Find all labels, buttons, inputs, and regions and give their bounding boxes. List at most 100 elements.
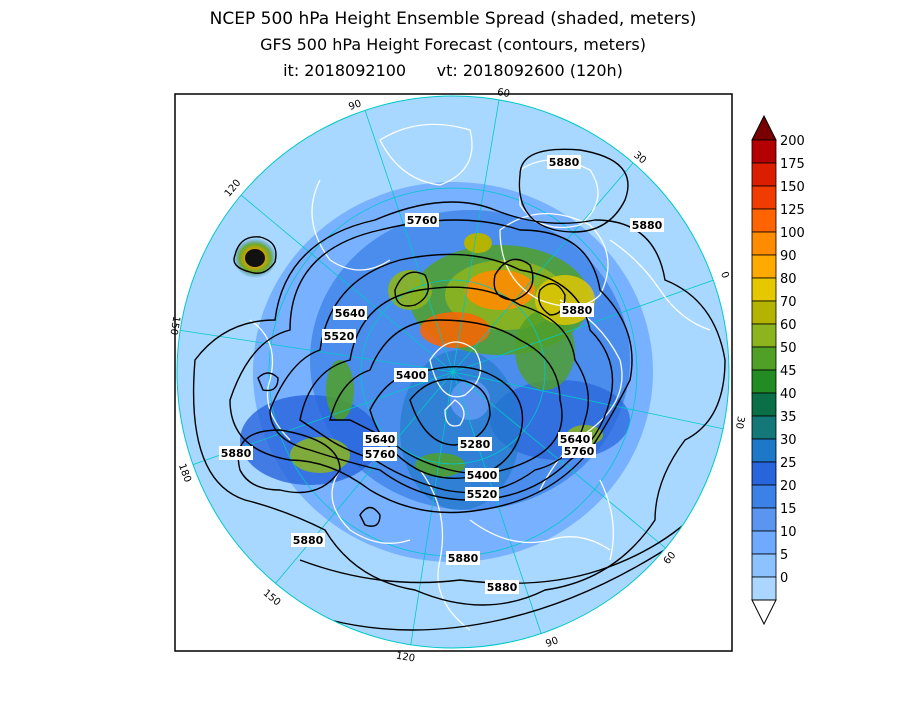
graticule [177,96,729,648]
contour-label: 5880 [485,580,519,594]
contour-label: 5880 [219,446,253,460]
colorbar-box [751,185,777,210]
colorbar-top-arrow [751,114,777,141]
colorbar-label: 200 [780,134,805,149]
contour-label: 5880 [291,533,325,547]
lon-label: 90 [347,98,363,113]
height-contours [192,148,726,631]
colorbar-boxes [751,139,777,601]
colorbar-box [751,323,777,348]
colorbar-label: 0 [780,571,788,586]
colorbar-label: 30 [780,433,797,448]
contour-label: 5640 [363,432,397,446]
title-line-3: it: 2018092100 vt: 2018092600 (120h) [0,58,908,84]
lon-label: 30 [733,415,746,429]
lon-label: 120 [395,650,416,664]
svg-text:5640: 5640 [335,307,366,320]
contour-label: 5280 [458,437,492,451]
initial-time: it: 2018092100 [283,61,407,80]
colorbar-box [751,346,777,371]
svg-text:5760: 5760 [365,448,396,461]
contour-label: 5400 [465,468,499,482]
contour-label: 5880 [547,155,581,169]
colorbar-label: 40 [780,387,797,402]
colorbar-label: 150 [780,180,805,195]
colorbar-label: 15 [780,502,797,517]
contour-label: 5760 [363,447,397,461]
colorbar-label: 50 [780,341,797,356]
colorbar-box [751,438,777,463]
svg-text:5880: 5880 [448,552,479,565]
contour-label: 5760 [562,444,596,458]
svg-text:5880: 5880 [562,304,593,317]
colorbar-box [751,254,777,279]
colorbar-box [751,300,777,325]
colorbar-label: 5 [780,548,788,563]
colorbar-box [751,576,777,601]
contour-labels: 5880 5880 5760 5880 5640 5520 5400 5640 … [219,155,664,594]
contour-label: 5640 [333,306,367,320]
colorbar-box [751,277,777,302]
colorbar-label: 90 [780,249,797,264]
colorbar-label: 100 [780,226,805,241]
colorbar-label: 175 [780,157,805,172]
coastlines [249,123,711,631]
contour-label: 5880 [630,218,664,232]
colorbar-box [751,530,777,555]
lon-label: 90 [544,635,560,650]
colorbar-label: 125 [780,203,805,218]
svg-text:5880: 5880 [293,534,324,547]
title-line-1: NCEP 500 hPa Height Ensemble Spread (sha… [209,9,697,29]
colorbar-box [751,208,777,233]
colorbar-label: 45 [780,364,797,379]
contour-label: 5520 [465,487,499,501]
svg-text:5880: 5880 [632,219,663,232]
colorbar-box [751,507,777,532]
colorbar-label: 60 [780,318,797,333]
title-line-2: GFS 500 hPa Height Forecast (contours, m… [260,35,646,54]
colorbar-box [751,139,777,164]
svg-text:5400: 5400 [467,469,498,482]
svg-text:5640: 5640 [365,433,396,446]
colorbar-box [751,392,777,417]
contour-label: 5520 [322,329,356,343]
colorbar-box [751,415,777,440]
colorbar-box [751,231,777,256]
contour-label: 5400 [394,368,428,382]
colorbar-box [751,369,777,394]
svg-text:5520: 5520 [324,330,355,343]
colorbar-box [751,553,777,578]
colorbar-label: 10 [780,525,797,540]
contour-label: 5760 [405,213,439,227]
colorbar-bottom-arrow [751,599,777,626]
contour-label: 5880 [560,303,594,317]
colorbar: 2001751501251009080706050454035302520151… [751,114,805,626]
svg-text:5880: 5880 [549,156,580,169]
lon-label: 150 [167,315,181,336]
svg-text:5760: 5760 [564,445,595,458]
colorbar-box [751,484,777,509]
colorbar-label: 80 [780,272,797,287]
colorbar-label: 70 [780,295,797,310]
valid-time: vt: 2018092600 (120h) [436,61,623,80]
colorbar-box [751,461,777,486]
lon-label: 0 [718,270,731,280]
svg-text:5760: 5760 [407,214,438,227]
contour-label: 5880 [446,551,480,565]
svg-text:5640: 5640 [560,433,591,446]
colorbar-label: 20 [780,479,797,494]
svg-text:5520: 5520 [467,488,498,501]
colorbar-box [751,162,777,187]
colorbar-labels: 2001751501251009080706050454035302520151… [780,134,805,586]
colorbar-label: 35 [780,410,797,425]
title-block: NCEP 500 hPa Height Ensemble Spread (sha… [0,6,908,84]
svg-text:5880: 5880 [487,581,518,594]
colorbar-label: 25 [780,456,797,471]
hemisphere-outline [176,95,730,649]
svg-text:5400: 5400 [396,369,427,382]
contour-label: 5640 [558,432,592,446]
lon-label: 60 [496,87,510,100]
svg-text:5880: 5880 [221,447,252,460]
hemisphere-disk [177,96,729,648]
